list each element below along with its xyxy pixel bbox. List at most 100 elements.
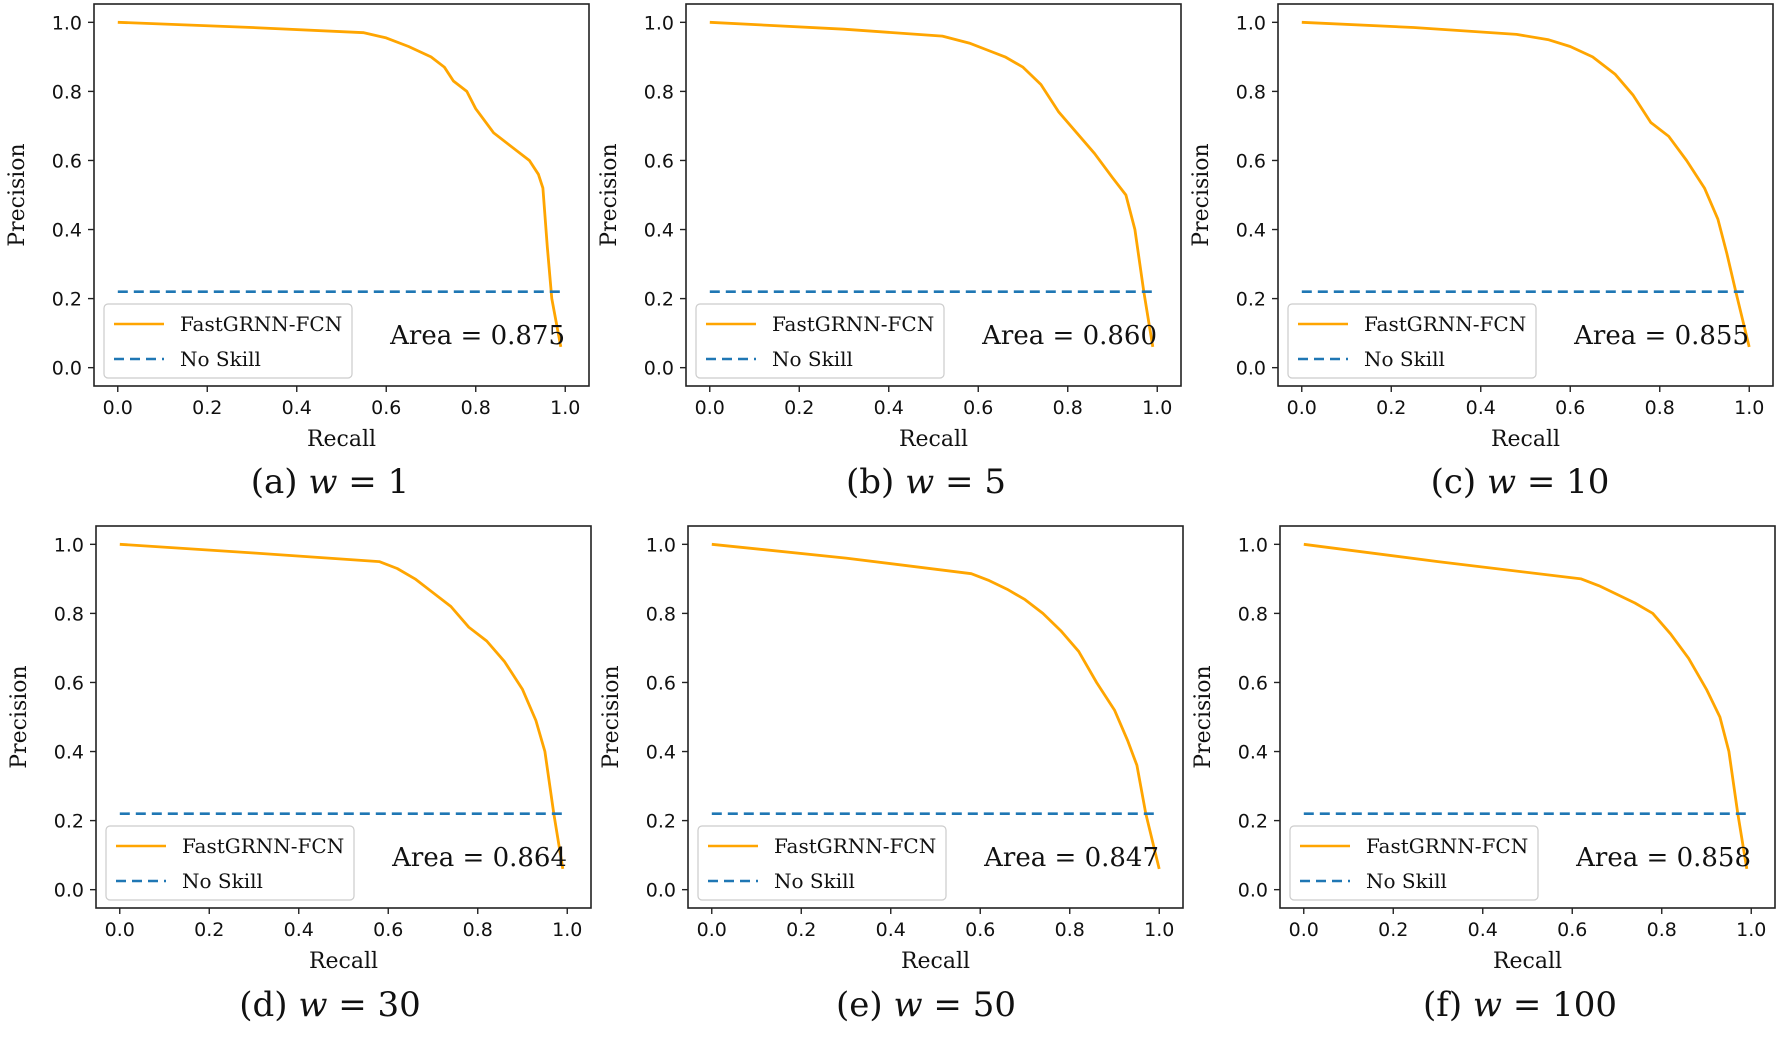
y-tick-label: 0.2 [644,289,674,311]
y-tick-label: 0.6 [644,150,674,172]
legend-entry-label: FastGRNN-FCN [774,834,936,858]
y-tick-label: 0.4 [644,220,674,242]
y-tick-label: 0.0 [52,358,82,380]
y-tick-label: 0.2 [646,811,676,833]
legend-entry-label: FastGRNN-FCN [180,312,342,336]
caption-suffix: = 1 [337,462,409,502]
legend-entry-label: No Skill [182,869,263,893]
area-annotation: Area = 0.864 [391,843,567,873]
plot-area-frame [1277,3,1774,387]
x-tick-label: 1.0 [552,919,582,941]
legend-entry-label: No Skill [1364,347,1445,371]
y-tick-label: 0.4 [1238,742,1268,764]
caption-prefix: (e) [836,985,893,1025]
y-tick-label: 0.4 [1236,220,1266,242]
y-tick-label: 0.0 [1238,880,1268,902]
x-tick-label: 1.0 [1142,397,1172,419]
legend-entry-label: FastGRNN-FCN [772,312,934,336]
panel-caption: (d) w = 30 [239,985,421,1025]
x-tick-label: 0.6 [1557,919,1587,941]
x-tick-label: 0.0 [697,919,727,941]
legend: FastGRNN-FCN No Skill [695,303,945,379]
y-tick-label: 1.0 [646,534,676,556]
y-tick-label: 1.0 [1236,12,1266,34]
x-tick-label: 0.4 [874,397,904,419]
x-tick-label: 0.0 [1289,919,1319,941]
pr-chart-panel: 0.0 0.2 0.4 0.6 0.8 1.0 0.0 0.2 0.4 0.6 0.8 1.0 Reca… [597,3,1182,502]
x-tick-label: 0.2 [1376,397,1406,419]
caption-variable: w [308,462,337,502]
y-tick-label: 0.2 [52,289,82,311]
panel-caption: (b) w = 5 [846,462,1006,502]
y-tick-label: 0.2 [54,811,84,833]
caption-prefix: (a) [251,462,309,502]
model-series-line [711,542,1161,870]
panel-caption: (c) w = 10 [1431,462,1610,502]
x-tick-label: 0.8 [1645,397,1675,419]
y-tick-label: 0.8 [646,603,676,625]
x-tick-label: 1.0 [1736,919,1766,941]
caption-suffix: = 100 [1502,985,1617,1025]
model-series-line [1303,542,1749,870]
caption-variable: w [905,462,934,502]
caption-prefix: (b) [846,462,905,502]
x-axis-label: Recall [309,949,378,974]
y-axis-label: Precision [1189,143,1214,246]
y-axis-label: Precision [7,665,32,768]
x-tick-label: 0.4 [284,919,314,941]
caption-prefix: (f) [1423,985,1473,1025]
model-series-line [709,20,1155,348]
x-tick-label: 0.2 [192,397,222,419]
plot-area-frame [685,3,1182,387]
legend-box [1289,825,1539,901]
x-tick-label: 0.8 [463,919,493,941]
legend-box [103,303,353,379]
x-tick-label: 0.6 [1555,397,1585,419]
legend-box [697,825,947,901]
area-annotation: Area = 0.875 [389,321,565,351]
x-tick-label: 0.2 [786,919,816,941]
legend: FastGRNN-FCN No Skill [1287,303,1537,379]
y-tick-label: 1.0 [54,534,84,556]
pr-chart-panel: 0.0 0.2 0.4 0.6 0.8 1.0 0.0 0.2 0.4 0.6 0.8 1.0 Reca… [1189,3,1774,502]
plot-area-frame [93,3,590,387]
legend: FastGRNN-FCN No Skill [697,825,947,901]
caption-suffix: = 30 [327,985,420,1025]
area-annotation: Area = 0.847 [983,843,1159,873]
x-tick-label: 0.4 [282,397,312,419]
y-tick-label: 0.8 [644,81,674,103]
pr-chart-panel: 0.0 0.2 0.4 0.6 0.8 1.0 0.0 0.2 0.4 0.6 0.8 1.0 Reca… [7,525,592,1025]
x-tick-label: 0.2 [784,397,814,419]
legend: FastGRNN-FCN No Skill [1289,825,1539,901]
legend-entry-label: No Skill [772,347,853,371]
caption-suffix: = 5 [934,462,1006,502]
plot-area-frame [95,525,592,909]
y-tick-label: 0.0 [644,358,674,380]
y-axis-label: Precision [5,143,30,246]
y-tick-label: 0.8 [1238,603,1268,625]
legend-entry-label: No Skill [180,347,261,371]
area-annotation: Area = 0.860 [981,321,1157,351]
y-tick-label: 1.0 [52,12,82,34]
caption-variable: w [298,985,327,1025]
x-tick-label: 0.6 [963,397,993,419]
y-tick-label: 0.6 [54,672,84,694]
legend-entry-label: No Skill [1366,869,1447,893]
y-tick-label: 0.0 [1236,358,1266,380]
x-tick-label: 0.4 [876,919,906,941]
model-series-line [119,542,565,870]
y-tick-label: 1.0 [644,12,674,34]
pr-chart-panel: 0.0 0.2 0.4 0.6 0.8 1.0 0.0 0.2 0.4 0.6 0.8 1.0 Reca… [599,525,1184,1025]
x-tick-label: 0.6 [371,397,401,419]
legend: FastGRNN-FCN No Skill [105,825,355,901]
panel-caption: (f) w = 100 [1423,985,1617,1025]
x-axis-label: Recall [899,427,968,452]
caption-variable: w [1487,462,1516,502]
x-tick-label: 0.8 [1053,397,1083,419]
y-tick-label: 0.8 [52,81,82,103]
x-axis-label: Recall [1493,949,1562,974]
x-tick-label: 0.8 [1647,919,1677,941]
legend-entry-label: FastGRNN-FCN [182,834,344,858]
x-tick-label: 1.0 [1734,397,1764,419]
